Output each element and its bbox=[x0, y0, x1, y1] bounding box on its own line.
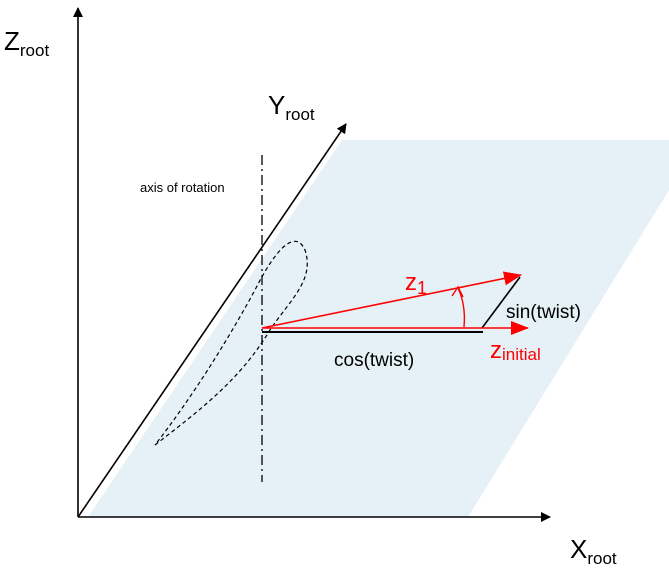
z-initial-label: zinitial bbox=[490, 337, 541, 364]
sin-twist-line bbox=[481, 276, 521, 329]
y-axis bbox=[77, 123, 347, 518]
z1-vector bbox=[261, 271, 522, 329]
z1-label: z1 bbox=[405, 269, 427, 298]
twist-angle-arrowhead bbox=[451, 285, 464, 298]
z-axis-label: Zroot bbox=[4, 26, 49, 60]
x-axis-label: Xroot bbox=[570, 534, 617, 568]
airfoil-outline bbox=[154, 240, 308, 446]
y-axis-label: Yroot bbox=[268, 90, 315, 124]
axis-of-rotation-label: axis of rotation bbox=[140, 180, 225, 195]
cos-twist-label: cos(twist) bbox=[334, 350, 414, 371]
sin-twist-label: sin(twist) bbox=[506, 302, 581, 323]
